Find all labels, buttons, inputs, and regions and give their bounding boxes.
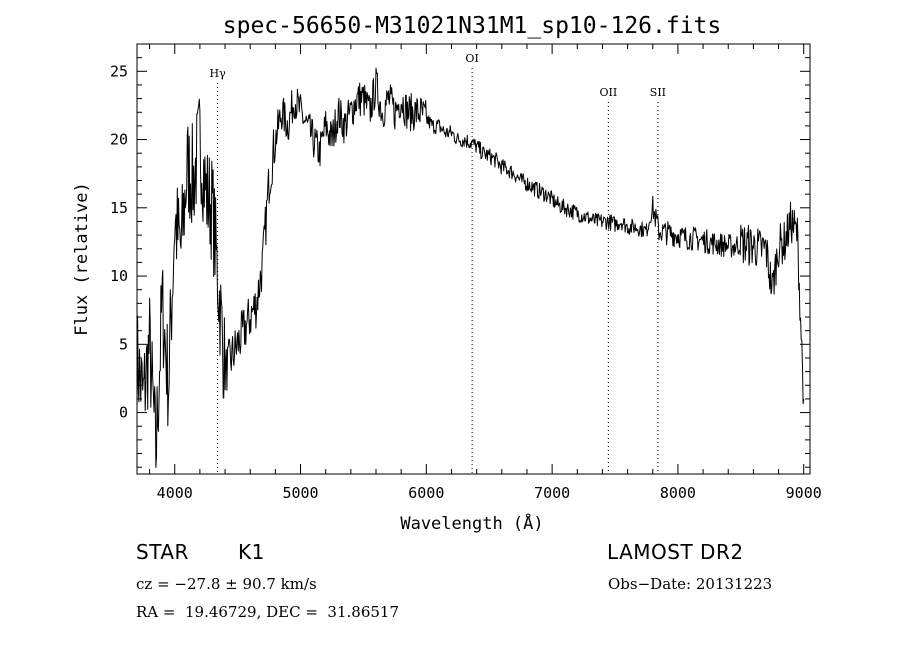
- coordinates-readout: RA = 19.46729, DEC = 31.86517: [136, 603, 400, 621]
- spectral-line-label: OI: [465, 52, 478, 65]
- spectral-line-label: OII: [599, 86, 617, 99]
- observation-date: Obs−Date: 20131223: [608, 575, 773, 593]
- object-subclass: K1: [238, 540, 265, 564]
- survey-name: LAMOST DR2: [607, 540, 744, 564]
- y-tick-label: 15: [110, 199, 128, 217]
- y-tick-label: 20: [110, 131, 128, 149]
- spectral-lines: Hγ OI OII SII: [210, 52, 666, 474]
- x-axis: 4000 5000 6000 7000 8000 9000: [149, 44, 822, 502]
- y-axis: 0 5 10 15 20 25: [110, 57, 810, 468]
- y-tick-label: 25: [110, 62, 128, 80]
- spectral-line-label: SII: [650, 86, 666, 99]
- x-tick-label: 5000: [282, 484, 318, 502]
- plot-frame: [136, 43, 811, 475]
- x-tick-label: 7000: [534, 484, 570, 502]
- x-tick-label: 9000: [786, 484, 822, 502]
- y-tick-label: 5: [119, 335, 128, 353]
- y-tick-label: 10: [110, 267, 128, 285]
- chart-title: spec-56650-M31021N31M1_sp10-126.fits: [223, 13, 722, 39]
- object-class: STAR: [136, 540, 189, 564]
- x-tick-label: 6000: [408, 484, 444, 502]
- x-tick-label: 4000: [157, 484, 193, 502]
- spectrum-series-line: [136, 67, 805, 468]
- x-tick-label: 8000: [660, 484, 696, 502]
- spectral-line-label: Hγ: [210, 67, 227, 80]
- x-axis-label: Wavelength (Å): [400, 512, 543, 534]
- y-axis-label: Flux (relative): [72, 182, 92, 336]
- y-tick-label: 0: [119, 404, 128, 422]
- redshift-readout: cz = −27.8 ± 90.7 km/s: [136, 575, 317, 593]
